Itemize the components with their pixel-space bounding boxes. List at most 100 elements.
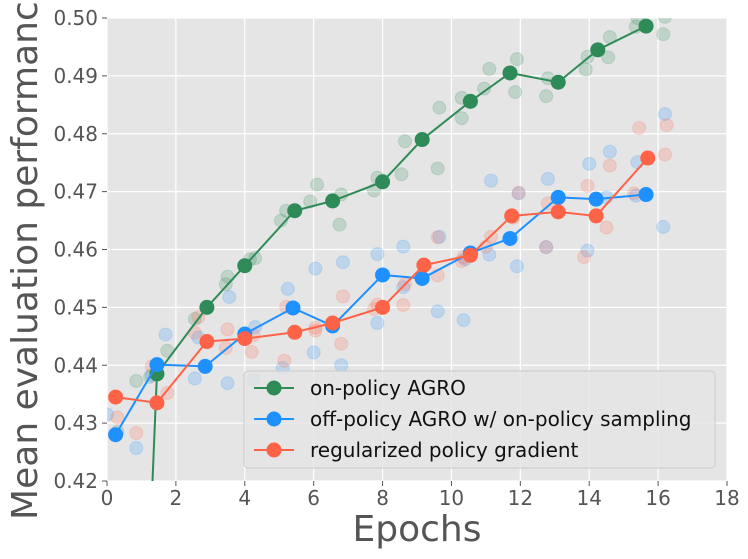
data-point (502, 65, 518, 81)
scatter-point (599, 220, 614, 235)
scatter-point (430, 161, 445, 176)
scatter-point (430, 304, 445, 319)
x-tick-label: 18 (714, 486, 739, 510)
scatter-point (539, 89, 554, 104)
scatter-point (334, 358, 349, 373)
scatter-point (658, 18, 672, 24)
scatter-point (110, 410, 125, 425)
y-tick-label: 0.50 (53, 6, 98, 30)
data-point (590, 42, 606, 58)
data-point (375, 267, 391, 283)
scatter-point (511, 186, 526, 201)
data-point (287, 324, 303, 340)
scatter-point (396, 239, 411, 254)
data-point (199, 334, 215, 350)
data-point (550, 189, 566, 205)
data-point (108, 427, 124, 443)
y-axis-label: Mean evaluation performance (5, 0, 46, 520)
y-tick-label: 0.44 (53, 353, 98, 377)
scatter-point (334, 336, 349, 351)
scatter-point (578, 62, 593, 77)
scatter-point (659, 118, 674, 133)
data-point (414, 132, 430, 148)
scatter-point (482, 247, 497, 262)
data-point (416, 257, 432, 273)
scatter-point (509, 52, 524, 67)
y-tick-label: 0.47 (53, 180, 98, 204)
x-tick-label: 6 (307, 486, 320, 510)
scatter-point (280, 281, 295, 296)
x-tick-label: 8 (376, 486, 389, 510)
scatter-point (432, 100, 447, 115)
scatter-point (187, 371, 202, 386)
y-tick-label: 0.46 (53, 238, 98, 262)
legend-marker (266, 442, 282, 458)
data-point (285, 300, 301, 316)
line-layer (108, 18, 656, 506)
y-axis: 0.42 0.43 0.44 0.45 0.46 0.47 0.48 0.49 0.50 (53, 6, 107, 493)
legend-marker (266, 380, 282, 396)
x-tick-label: 0 (101, 486, 114, 510)
scatter-point (158, 327, 173, 342)
legend-marker (266, 411, 282, 427)
y-tick-label: 0.43 (53, 411, 98, 435)
data-point (588, 208, 604, 224)
scatter-point (397, 134, 412, 149)
scatter-point (432, 229, 447, 244)
scatter-point (509, 259, 524, 274)
scatter-point (277, 353, 292, 368)
scatter-point (540, 171, 555, 186)
data-point (149, 357, 165, 373)
scatter-point (456, 313, 471, 328)
scatter-point (601, 50, 616, 65)
legend-entry: on-policy AGRO (310, 376, 466, 400)
data-point (325, 193, 341, 209)
x-tick-label: 16 (645, 486, 670, 510)
data-point (375, 174, 391, 190)
data-point (237, 258, 253, 274)
scatter-point (582, 156, 597, 171)
scatter-point (580, 243, 595, 258)
y-tick-label: 0.48 (53, 122, 98, 146)
legend: on-policy AGRO off-policy AGRO w/ on-poli… (243, 370, 716, 469)
data-point (588, 191, 604, 207)
scatter-point (222, 289, 237, 304)
data-point (108, 389, 124, 405)
scatter-point (335, 255, 350, 270)
data-point (144, 491, 159, 506)
data-point (502, 231, 518, 247)
data-point (199, 299, 215, 315)
x-axis-label: Epochs (353, 509, 482, 550)
scatter-point (484, 173, 499, 188)
scatter-point (602, 158, 617, 173)
scatter-point (303, 194, 318, 209)
data-point (375, 299, 391, 315)
data-point (504, 208, 520, 224)
scatter-point (218, 277, 233, 292)
scatter-point (248, 251, 263, 266)
data-point (638, 18, 654, 34)
scatter-point (482, 61, 497, 76)
scatter-point (627, 186, 641, 201)
scatter-point (580, 178, 595, 193)
data-point (414, 270, 430, 286)
scatter-point (454, 111, 469, 126)
legend-entry: off-policy AGRO w/ on-policy sampling (310, 407, 691, 431)
data-point (149, 395, 165, 411)
data-point (462, 93, 478, 109)
legend-entry: regularized policy gradient (310, 438, 579, 462)
scatter-point (632, 120, 647, 135)
scatter-point (107, 407, 114, 422)
scatter-point (220, 322, 235, 337)
scatter-point (335, 289, 350, 304)
scatter-point (306, 345, 321, 360)
x-axis: 0 2 4 6 8 10 12 14 16 18 (101, 481, 740, 510)
x-tick-label: 2 (170, 486, 183, 510)
data-point (640, 150, 656, 166)
y-tick-label: 0.45 (53, 295, 98, 319)
data-point (287, 203, 303, 219)
scatter-point (308, 261, 323, 276)
scatter-point (656, 219, 671, 234)
data-point (550, 74, 566, 90)
